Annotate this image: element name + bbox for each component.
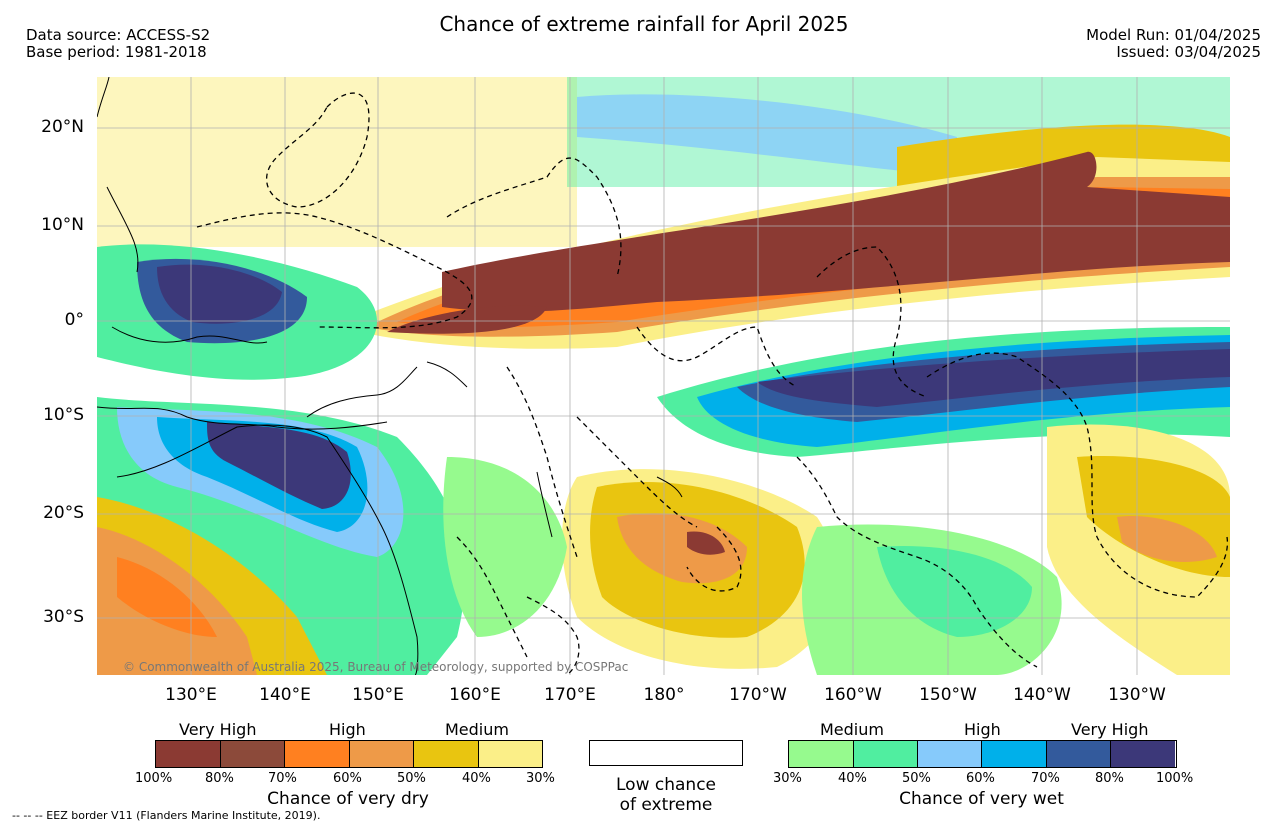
- wet-header-very-high: Very High: [1071, 720, 1149, 739]
- wet-swatch: [1047, 741, 1111, 767]
- wet-tick: 40%: [838, 771, 867, 786]
- wet-tick: 50%: [902, 771, 931, 786]
- dry-colorbar: [155, 740, 543, 768]
- dry-swatch: [285, 741, 350, 767]
- dry-header-medium: Medium: [445, 720, 509, 739]
- wet-swatch: [918, 741, 982, 767]
- dry-swatch: [156, 741, 221, 767]
- source-info: Data source: ACCESS-S2 Base period: 1981…: [26, 27, 210, 61]
- dry-swatch: [350, 741, 414, 767]
- wet-caption: Chance of very wet: [899, 789, 1064, 809]
- wet-swatch: [1111, 741, 1175, 767]
- lat-label-20s: 20°S: [43, 503, 84, 523]
- run-info: Model Run: 01/04/2025 Issued: 03/04/2025: [1086, 27, 1261, 61]
- base-period: Base period: 1981-2018: [26, 43, 207, 61]
- wet-tick: 60%: [966, 771, 995, 786]
- low-chance-swatch: [589, 740, 743, 766]
- model-run: Model Run: 01/04/2025: [1086, 26, 1261, 44]
- wet-swatch: [854, 741, 918, 767]
- wet-swatch: [982, 741, 1047, 767]
- lon-label-130w: 130°W: [1108, 685, 1166, 705]
- wet-header-high: High: [964, 720, 1001, 739]
- lat-label-10s: 10°S: [43, 405, 84, 425]
- low-chance-line2: of extreme: [619, 795, 713, 815]
- lon-label-180: 180°: [643, 685, 685, 705]
- lon-label-170e: 170°E: [544, 685, 596, 705]
- lon-label-140e: 140°E: [259, 685, 311, 705]
- lon-label-150w: 150°W: [919, 685, 977, 705]
- rainfall-map: © Commonwealth of Australia 2025, Bureau…: [96, 76, 1230, 676]
- dry-header-very-high: Very High: [179, 720, 257, 739]
- lat-label-equator: 0°: [64, 310, 84, 330]
- eez-footnote: -- -- -- EEZ border V11 (Flanders Marine…: [12, 809, 321, 822]
- lat-label-30s: 30°S: [43, 607, 84, 627]
- low-chance-line1: Low chance: [616, 775, 716, 795]
- wet-header-medium: Medium: [820, 720, 884, 739]
- lon-label-160e: 160°E: [449, 685, 501, 705]
- wet-tick: 70%: [1031, 771, 1060, 786]
- dry-tick: 30%: [526, 771, 555, 786]
- lat-label-10n: 10°N: [41, 215, 84, 235]
- lon-label-140w: 140°W: [1013, 685, 1071, 705]
- wet-swatch: [789, 741, 854, 767]
- dry-tick: 50%: [397, 771, 426, 786]
- dry-tick: 60%: [333, 771, 362, 786]
- lon-label-160w: 160°W: [824, 685, 882, 705]
- dry-caption: Chance of very dry: [267, 789, 429, 809]
- dry-tick: 100%: [135, 771, 173, 786]
- map-canvas: [96, 76, 1230, 676]
- dry-tick: 40%: [462, 771, 491, 786]
- low-chance-caption: Low chance of extreme: [589, 775, 743, 815]
- wet-tick: 100%: [1156, 771, 1194, 786]
- wet-tick: 80%: [1095, 771, 1124, 786]
- lat-label-20n: 20°N: [41, 117, 84, 137]
- wet-colorbar: [788, 740, 1177, 768]
- dry-tick: 80%: [205, 771, 234, 786]
- dry-swatch: [414, 741, 479, 767]
- data-source: Data source: ACCESS-S2: [26, 26, 211, 44]
- dry-swatch: [221, 741, 285, 767]
- lon-label-130e: 130°E: [165, 685, 217, 705]
- map-credit: © Commonwealth of Australia 2025, Bureau…: [123, 660, 629, 674]
- dry-header-high: High: [329, 720, 366, 739]
- wet-tick: 30%: [773, 771, 802, 786]
- map-title: Chance of extreme rainfall for April 202…: [439, 12, 849, 36]
- lon-label-150e: 150°E: [352, 685, 404, 705]
- dry-tick: 70%: [268, 771, 297, 786]
- dry-swatch: [479, 741, 542, 767]
- issued-date: Issued: 03/04/2025: [1116, 43, 1261, 61]
- lon-label-170w: 170°W: [729, 685, 787, 705]
